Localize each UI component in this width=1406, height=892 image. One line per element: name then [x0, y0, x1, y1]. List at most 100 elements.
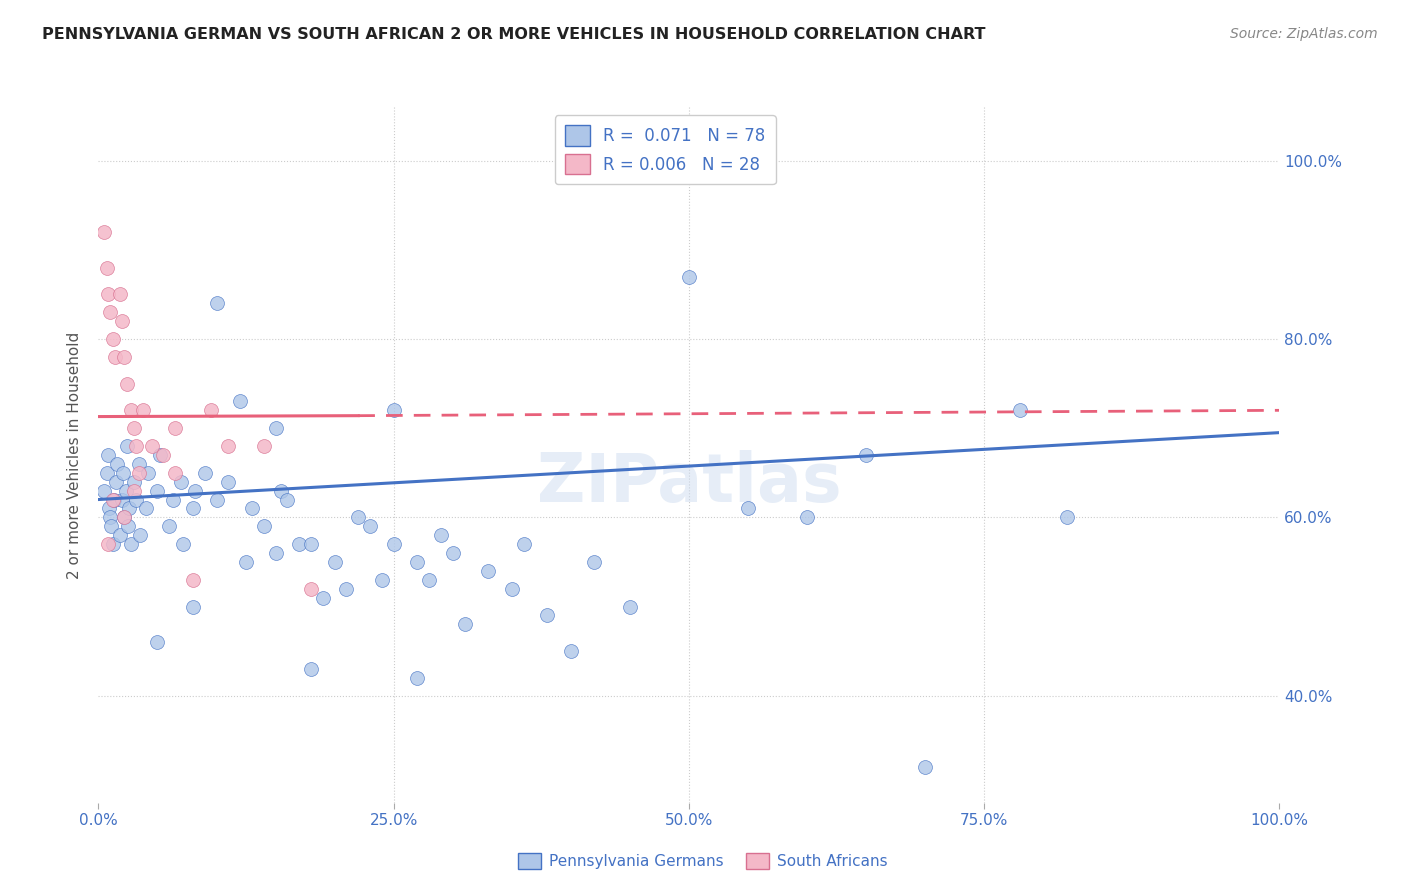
Point — [115, 439, 138, 453]
Point — [583, 555, 606, 569]
Point — [165, 421, 187, 435]
Point — [98, 510, 121, 524]
Point — [240, 501, 263, 516]
Point — [97, 287, 120, 301]
Point — [1008, 403, 1031, 417]
Point — [560, 644, 582, 658]
Point — [111, 314, 134, 328]
Point — [299, 582, 322, 596]
Point — [406, 555, 429, 569]
Point — [382, 537, 405, 551]
Point — [108, 528, 131, 542]
Legend: R =  0.071   N = 78, R = 0.006   N = 28: R = 0.071 N = 78, R = 0.006 N = 28 — [555, 115, 776, 185]
Point — [141, 439, 163, 453]
Point — [146, 635, 169, 649]
Point — [1056, 510, 1078, 524]
Point — [105, 475, 128, 489]
Point — [200, 403, 222, 417]
Point — [104, 350, 127, 364]
Point — [855, 448, 877, 462]
Point — [162, 492, 184, 507]
Point — [181, 599, 204, 614]
Point — [112, 466, 135, 480]
Point — [217, 475, 239, 489]
Point — [96, 466, 118, 480]
Point — [114, 483, 136, 498]
Point — [101, 332, 124, 346]
Point — [93, 225, 115, 239]
Point — [253, 439, 276, 453]
Point — [128, 457, 150, 471]
Point — [101, 492, 124, 507]
Point — [264, 421, 287, 435]
Point — [125, 439, 148, 453]
Point — [299, 537, 322, 551]
Point — [112, 510, 135, 524]
Point — [128, 528, 150, 542]
Point — [205, 492, 228, 507]
Point — [105, 457, 128, 471]
Point — [146, 483, 169, 498]
Point — [115, 376, 138, 391]
Point — [194, 466, 217, 480]
Point — [170, 475, 193, 489]
Point — [914, 760, 936, 774]
Point — [796, 510, 818, 524]
Point — [136, 466, 159, 480]
Point — [98, 501, 121, 516]
Point — [108, 287, 131, 301]
Point — [371, 573, 394, 587]
Point — [112, 510, 135, 524]
Point — [181, 573, 204, 587]
Point — [121, 403, 143, 417]
Point — [128, 466, 150, 480]
Point — [97, 448, 120, 462]
Point — [737, 501, 759, 516]
Point — [536, 608, 558, 623]
Point — [149, 448, 172, 462]
Text: ZIPatlas: ZIPatlas — [537, 450, 841, 516]
Point — [121, 537, 143, 551]
Point — [172, 537, 194, 551]
Point — [619, 599, 641, 614]
Point — [270, 483, 292, 498]
Point — [111, 492, 134, 507]
Point — [229, 394, 252, 409]
Point — [98, 305, 121, 319]
Point — [359, 519, 381, 533]
Legend: Pennsylvania Germans, South Africans: Pennsylvania Germans, South Africans — [512, 847, 894, 875]
Point — [276, 492, 298, 507]
Point — [152, 448, 174, 462]
Point — [253, 519, 276, 533]
Point — [96, 260, 118, 275]
Point — [477, 564, 499, 578]
Point — [125, 492, 148, 507]
Point — [101, 537, 124, 551]
Point — [235, 555, 257, 569]
Point — [181, 501, 204, 516]
Point — [347, 510, 370, 524]
Point — [453, 617, 475, 632]
Point — [184, 483, 207, 498]
Point — [112, 350, 135, 364]
Text: PENNSYLVANIA GERMAN VS SOUTH AFRICAN 2 OR MORE VEHICLES IN HOUSEHOLD CORRELATION: PENNSYLVANIA GERMAN VS SOUTH AFRICAN 2 O… — [42, 27, 986, 42]
Point — [312, 591, 335, 605]
Point — [118, 501, 141, 516]
Point — [217, 439, 239, 453]
Point — [122, 483, 145, 498]
Point — [165, 466, 187, 480]
Point — [205, 296, 228, 310]
Point — [335, 582, 357, 596]
Point — [157, 519, 180, 533]
Point — [264, 546, 287, 560]
Point — [100, 519, 122, 533]
Point — [501, 582, 523, 596]
Point — [418, 573, 440, 587]
Point — [406, 671, 429, 685]
Point — [299, 662, 322, 676]
Point — [97, 537, 120, 551]
Point — [132, 403, 155, 417]
Point — [117, 519, 139, 533]
Point — [288, 537, 311, 551]
Point — [103, 492, 125, 507]
